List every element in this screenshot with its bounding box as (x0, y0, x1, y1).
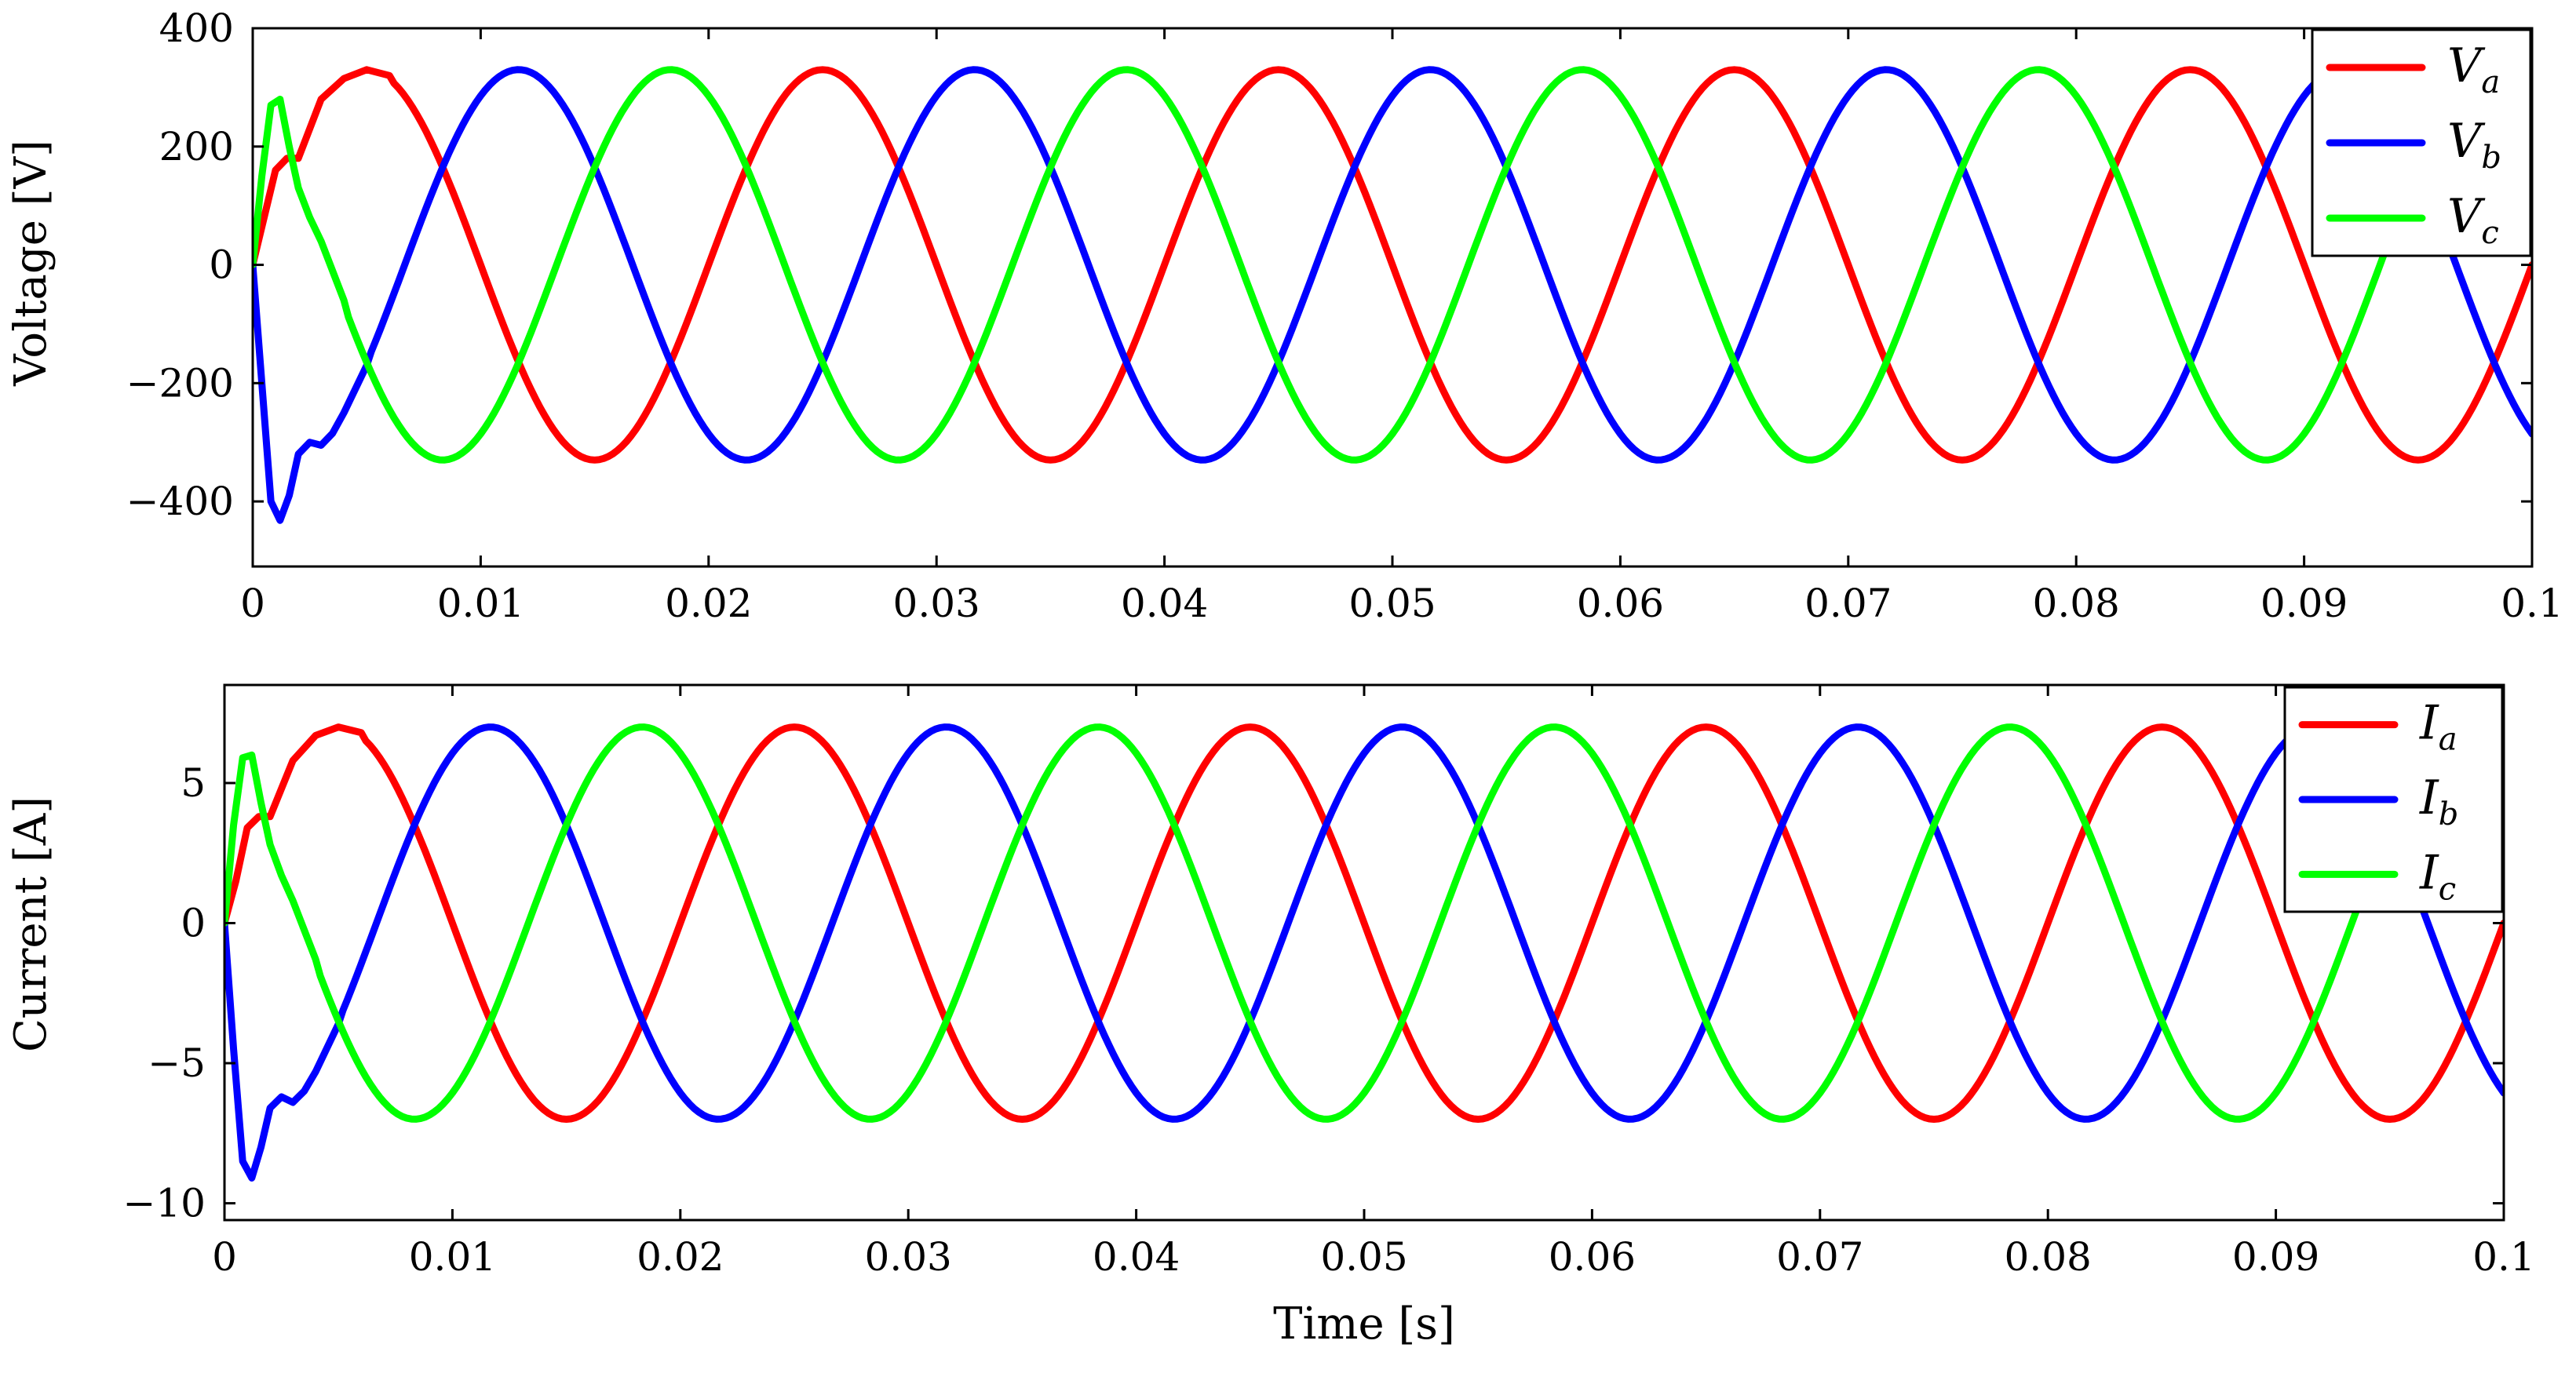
y-tick-label: 5 (181, 760, 206, 806)
x-tick-label: 0.02 (637, 1234, 724, 1280)
x-tick-label: 0.01 (437, 581, 524, 626)
x-tick-label: 0 (240, 581, 265, 626)
y-tick-label: 200 (159, 124, 234, 169)
x-tick-label: 0.05 (1348, 581, 1436, 626)
axes-frame (223, 683, 2505, 1222)
y-tick-label: −400 (126, 479, 234, 524)
x-tick-label: 0.07 (1804, 581, 1892, 626)
x-tick-label: 0.06 (1577, 581, 1664, 626)
x-tick-label: 0.05 (1320, 1234, 1407, 1280)
legend-label: Ia (2419, 696, 2457, 758)
x-tick-label: 0 (212, 1234, 237, 1280)
x-tick-label: 0.01 (409, 1234, 496, 1280)
y-tick-label: −10 (122, 1181, 206, 1226)
current-panel: 0 0.01 0.02 0.03 0.04 0.05 0.06 0.07 0.08 0.09 0.1… (5, 683, 2535, 1350)
legend-label: Vc (2447, 189, 2499, 251)
x-tick-label: 0.07 (1776, 1234, 1863, 1280)
series-line-vc (253, 66, 2532, 464)
y-tick-label: −200 (126, 360, 234, 406)
x-tick-label: 0.1 (2472, 1234, 2535, 1280)
y-axis-title: Voltage [V] (5, 140, 57, 387)
y-axis-title: Current [A] (5, 796, 57, 1052)
series-line-ib (224, 723, 2504, 1182)
x-tick-label: 0.04 (1121, 581, 1208, 626)
y-tick-label: 400 (159, 5, 234, 51)
x-tick-label: 0.1 (2501, 581, 2563, 626)
series-line-ia (224, 723, 2504, 1123)
y-tick-label: 0 (209, 242, 234, 288)
x-tick-label: 0.09 (2260, 581, 2348, 626)
x-tick-label: 0.03 (893, 581, 980, 626)
x-tick-label: 0.04 (1093, 1234, 1180, 1280)
series-line-ic (224, 723, 2504, 1123)
series-line-va (253, 66, 2532, 464)
x-axis-title: Time [s] (1273, 1299, 1455, 1350)
x-tick-label: 0.08 (2033, 581, 2120, 626)
axes-frame (251, 27, 2534, 568)
y-tick-label: 0 (181, 901, 206, 946)
series-line-vb (253, 66, 2532, 524)
y-tick-label: −5 (148, 1040, 206, 1086)
x-tick-label: 0.08 (2005, 1234, 2092, 1280)
x-tick-label: 0.09 (2232, 1234, 2319, 1280)
legend-label: Va (2447, 38, 2500, 100)
voltage-panel: 0 0.01 0.02 0.03 0.04 0.05 0.06 0.07 0.08 0.09 0.1… (5, 5, 2563, 626)
x-tick-label: 0.02 (665, 581, 752, 626)
x-tick-label: 0.03 (865, 1234, 952, 1280)
x-tick-label: 0.06 (1549, 1234, 1636, 1280)
